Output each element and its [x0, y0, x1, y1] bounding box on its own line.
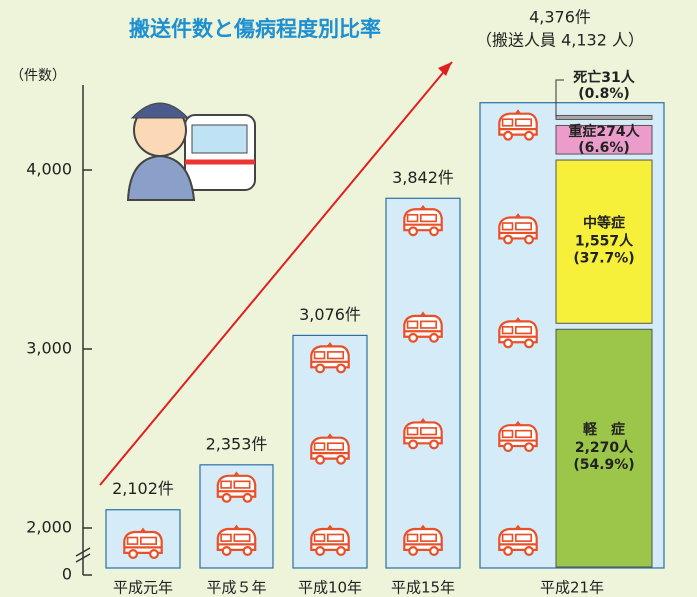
ambulance-icon	[499, 317, 536, 347]
ambulance-icon	[311, 433, 348, 463]
x-tick-label: 平成５年	[206, 579, 266, 597]
ambulance-icon	[311, 342, 348, 372]
y-tick-label: 3,000	[26, 339, 72, 358]
value-label: 3,842件	[392, 168, 454, 187]
segment-name: 中等症	[583, 215, 625, 232]
ambulance-icon	[499, 213, 536, 243]
page: {"chart_data": {"type": "bar", "title": …	[0, 0, 697, 597]
ambulance-icon	[404, 418, 441, 448]
x-tick-label: 平成10年	[298, 579, 362, 597]
x-tick-label: 平成21年	[540, 579, 604, 597]
ambulance-icon	[404, 525, 441, 555]
chart-title: 搬送件数と傷病程度別比率	[129, 17, 381, 41]
chart: 搬送件数と傷病程度別比率 （件数） 0 2,000 3,000 4,000 平成元年 2,…	[0, 0, 697, 597]
segment-percent: (0.8%)	[578, 86, 630, 102]
annotation: （搬送人員 4,132 人）	[476, 31, 644, 50]
value-label: 3,076件	[299, 305, 361, 324]
y-tick-label: 4,000	[26, 160, 72, 179]
segment-name-text: 死亡	[572, 69, 601, 86]
ambulance-icon	[218, 525, 255, 555]
value-label: 4,376件	[529, 8, 591, 27]
ambulance-icon	[218, 471, 255, 501]
bar	[386, 198, 460, 568]
segment-percent: (6.6%)	[578, 140, 630, 156]
segment-value: 2,270人	[575, 439, 634, 456]
ambulance-icon	[124, 528, 161, 558]
segment-value: 1,557人	[575, 233, 634, 250]
segment-name: 軽 症	[583, 421, 625, 438]
ambulance-icon	[404, 311, 441, 341]
segment-percent: (54.9%)	[573, 457, 634, 473]
x-tick-label: 平成15年	[391, 579, 455, 597]
segment-value: 31人	[601, 69, 635, 86]
segment-value: 274人	[596, 123, 640, 140]
ambulance-icon	[499, 421, 536, 451]
segment-name: 重症274人	[568, 123, 640, 140]
x-tick-label: 平成元年	[113, 579, 173, 597]
segment-name-text: 重症	[568, 123, 596, 140]
y-tick-label: 2,000	[26, 518, 72, 537]
ambulance-icon	[311, 525, 348, 555]
value-label: 2,353件	[206, 434, 268, 453]
y-axis-label: （件数）	[10, 68, 66, 84]
segment-name: 死亡31人	[572, 69, 635, 86]
y-tick-label: 0	[62, 565, 72, 584]
value-label: 2,102件	[112, 479, 174, 498]
segment-percent: (37.7%)	[573, 251, 634, 267]
illustration	[128, 103, 255, 200]
breakdown-segment	[556, 115, 652, 119]
ambulance-icon	[499, 109, 536, 139]
ambulance-icon	[404, 205, 441, 235]
ambulance-icon	[499, 525, 536, 555]
